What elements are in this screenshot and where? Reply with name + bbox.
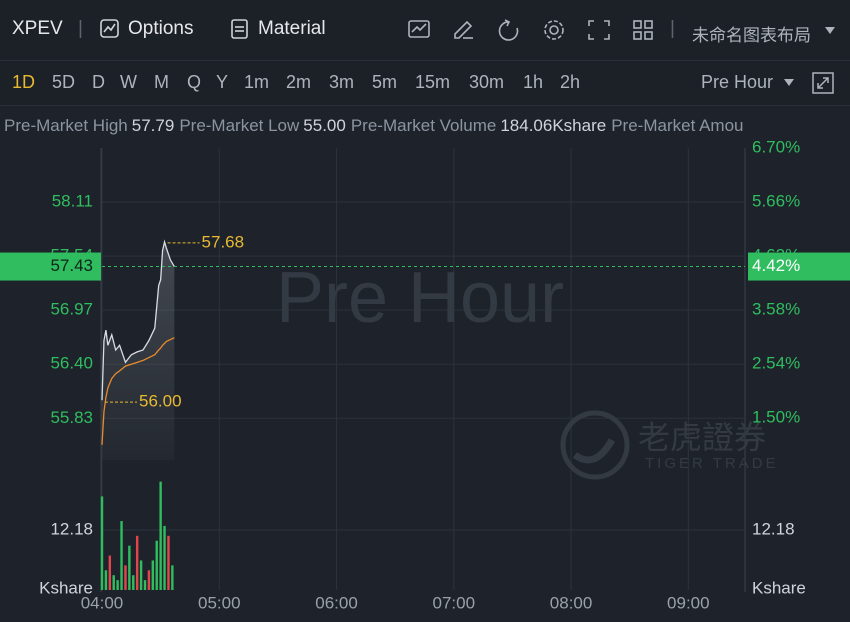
last-change-label: 4.42% bbox=[752, 256, 800, 275]
volume-bar bbox=[124, 565, 127, 590]
period-button[interactable]: 3m bbox=[329, 72, 355, 92]
material-button[interactable]: Material bbox=[258, 18, 326, 39]
stats-row: Pre-Market High 57.79 Pre-Market Low 55.00 P… bbox=[4, 116, 850, 136]
stat-label: Pre-Market Amou bbox=[611, 116, 744, 135]
volume-bar bbox=[143, 580, 147, 590]
y2-tick-label: 2.54% bbox=[752, 353, 800, 372]
volume-unit: Kshare bbox=[39, 578, 93, 597]
annotation-label: 57.68 bbox=[202, 232, 245, 251]
volume-bar bbox=[139, 560, 143, 590]
volume-tick-label: 12.18 bbox=[50, 519, 93, 538]
stat-value: 184.06Kshare bbox=[500, 116, 607, 135]
stat-label: Pre-Market Low bbox=[179, 116, 300, 135]
volume-unit: Kshare bbox=[752, 578, 806, 597]
volume-bar bbox=[171, 565, 174, 590]
stat-value: 55.00 bbox=[303, 116, 346, 135]
last-price-box bbox=[0, 252, 101, 281]
volume-bar bbox=[163, 525, 166, 590]
volume-bar bbox=[100, 496, 104, 590]
x-tick-label: 08:00 bbox=[550, 593, 593, 612]
volume-bar bbox=[112, 575, 115, 590]
price-area bbox=[102, 241, 175, 460]
watermark: Pre Hour bbox=[276, 258, 564, 338]
x-tick-label: 09:00 bbox=[667, 593, 710, 612]
stat-label: Pre-Market High bbox=[4, 116, 128, 135]
volume-bar bbox=[104, 570, 108, 590]
period-button[interactable]: W bbox=[120, 72, 137, 92]
session-select[interactable]: Pre Hour bbox=[701, 72, 774, 92]
layout-name[interactable]: 未命名图表布局 bbox=[692, 26, 811, 45]
x-tick-label: 07:00 bbox=[433, 593, 476, 612]
volume-bar bbox=[120, 521, 123, 590]
period-button[interactable]: 5D bbox=[52, 72, 76, 92]
material-icon[interactable] bbox=[229, 18, 251, 40]
price-line bbox=[101, 239, 175, 401]
volume-bar bbox=[116, 580, 119, 590]
y2-tick-label: 6.70% bbox=[752, 137, 800, 156]
last-price-label: 57.43 bbox=[50, 256, 93, 275]
period-button[interactable]: 1m bbox=[244, 72, 270, 92]
volume-bar bbox=[132, 575, 135, 590]
logo-name: 老虎證券 bbox=[638, 419, 766, 455]
toolbar: XPEV | Options Material | 未命名图表布局 bbox=[0, 0, 850, 61]
period-bar: 1D 5D D W M Q Y 1m 2m 3m 5m 15m 30m 1h 2h Pre Hour bbox=[0, 61, 850, 106]
period-button[interactable]: 5m bbox=[372, 72, 398, 92]
period-button[interactable]: M bbox=[154, 72, 169, 92]
volume-bar bbox=[128, 545, 131, 590]
y-tick-label: 58.11 bbox=[52, 192, 93, 211]
y2-tick-label: 3.58% bbox=[752, 299, 800, 318]
separator: | bbox=[78, 18, 83, 39]
period-button[interactable]: 15m bbox=[415, 72, 451, 92]
y-tick-label: 55.83 bbox=[50, 408, 93, 427]
x-tick-label: 06:00 bbox=[315, 593, 358, 612]
average-line bbox=[101, 337, 175, 445]
period-button[interactable]: 2h bbox=[560, 72, 581, 92]
period-button[interactable]: D bbox=[92, 72, 105, 92]
logo-sub: TIGER TRADE bbox=[645, 455, 779, 472]
volume-bar bbox=[147, 570, 151, 590]
last-change-box bbox=[748, 252, 850, 281]
annotation-label: 56.00 bbox=[139, 392, 182, 411]
y2-tick-label: 1.50% bbox=[752, 407, 800, 426]
logo-icon bbox=[560, 410, 630, 480]
period-button[interactable]: Y bbox=[216, 72, 229, 92]
y-tick-label: 56.40 bbox=[50, 354, 93, 373]
volume-bar bbox=[155, 540, 158, 590]
volume-bar bbox=[159, 481, 162, 590]
volume-bar bbox=[135, 535, 139, 590]
period-button[interactable]: 2m bbox=[286, 72, 312, 92]
options-icon[interactable] bbox=[99, 18, 121, 40]
volume-tick-label: 12.18 bbox=[752, 519, 795, 538]
stat-value: 57.79 bbox=[131, 116, 175, 135]
logo-icon bbox=[572, 438, 616, 464]
volume-bar bbox=[167, 535, 170, 590]
y-tick-label: 56.97 bbox=[50, 300, 93, 319]
separator: | bbox=[670, 18, 675, 39]
volume-bar bbox=[108, 555, 112, 590]
dropdown-arrow[interactable] bbox=[783, 78, 795, 88]
period-button[interactable]: 30m bbox=[469, 72, 505, 92]
y2-tick-label: 5.66% bbox=[752, 191, 800, 210]
fullscreen-icon[interactable] bbox=[812, 72, 834, 94]
options-button[interactable]: Options bbox=[128, 18, 194, 39]
stat-label: Pre-Market Volume bbox=[350, 116, 497, 135]
period-button[interactable]: Q bbox=[187, 72, 202, 92]
volume-bar bbox=[151, 560, 155, 590]
period-button[interactable]: 1D bbox=[12, 72, 36, 92]
x-tick-label: 05:00 bbox=[198, 593, 241, 612]
tool-icons[interactable] bbox=[407, 18, 657, 44]
x-tick-label: 04:00 bbox=[81, 593, 124, 612]
dropdown-arrow[interactable] bbox=[824, 26, 836, 36]
period-button[interactable]: 1h bbox=[523, 72, 544, 92]
symbol[interactable]: XPEV bbox=[12, 18, 63, 39]
